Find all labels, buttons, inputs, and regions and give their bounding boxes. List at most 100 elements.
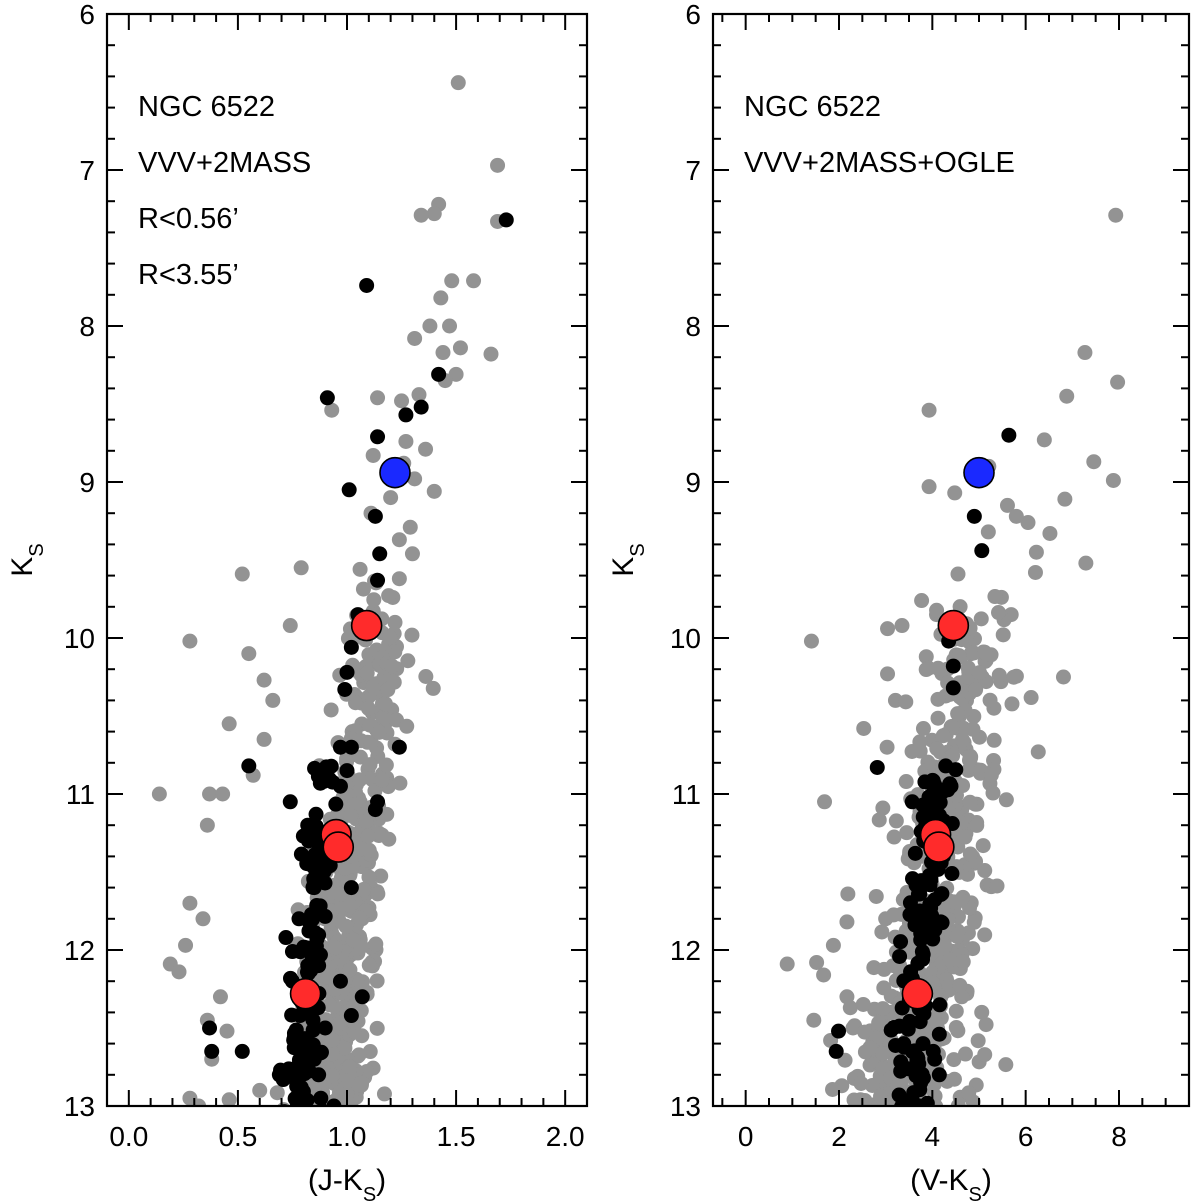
inner-star-point — [925, 772, 941, 788]
field-star-point — [345, 932, 361, 948]
field-star-point — [855, 1128, 870, 1143]
field-star-point — [954, 989, 970, 1005]
field-star-point — [779, 956, 795, 972]
field-star-point — [898, 774, 914, 790]
inner-star-point — [904, 794, 920, 810]
field-star-point — [839, 914, 855, 930]
field-star-point — [398, 433, 414, 449]
inner-star-point — [893, 934, 909, 950]
inner-star-point — [311, 958, 327, 974]
field-star-point — [918, 649, 934, 665]
y-tick-label: 7 — [685, 155, 701, 186]
field-star-point — [332, 886, 348, 902]
inner-star-point — [204, 1043, 220, 1059]
inner-star-point — [367, 802, 383, 818]
inner-star-point — [332, 973, 348, 989]
field-star-point — [378, 757, 394, 773]
field-star-point — [182, 895, 198, 911]
field-star-point — [874, 1128, 889, 1143]
field-star-point — [884, 1115, 899, 1130]
inner-star-point — [306, 1051, 322, 1067]
x-axis-title: (J-KS) — [308, 1164, 386, 1203]
field-star-point — [930, 660, 946, 676]
y-tick-label: 12 — [64, 935, 95, 966]
field-star-point — [312, 1126, 327, 1141]
field-star-point — [279, 1129, 294, 1144]
inner-star-point — [498, 212, 514, 228]
inner-star-point — [885, 1125, 900, 1140]
field-star-point — [855, 996, 871, 1012]
inner-star-point — [413, 399, 429, 415]
field-star-point — [435, 345, 451, 361]
inner-star-point — [891, 1129, 906, 1144]
field-star-point — [355, 581, 371, 597]
inner-star-point — [311, 1067, 327, 1083]
inner-star-point — [974, 543, 990, 559]
field-star-point — [999, 497, 1015, 513]
inner-star-point — [912, 903, 928, 919]
field-star-point — [937, 938, 953, 954]
field-star-point — [974, 1004, 990, 1020]
field-star-point — [312, 1107, 327, 1122]
field-star-point — [1086, 454, 1102, 470]
field-star-point — [898, 1122, 913, 1137]
field-star-point — [1020, 515, 1036, 531]
y-tick-label: 7 — [79, 155, 95, 186]
field-star-point — [871, 812, 887, 828]
field-star-point — [887, 1118, 902, 1133]
y-tick-label: 8 — [685, 311, 701, 342]
inner-star-point — [831, 1023, 847, 1039]
inner-star-point — [911, 1098, 927, 1106]
y-tick-label: 6 — [79, 0, 95, 30]
field-star-point — [369, 1020, 385, 1036]
field-star-point — [342, 1059, 358, 1075]
field-star-point — [930, 691, 946, 707]
field-star-point — [1027, 564, 1043, 580]
inner-star-point — [241, 758, 257, 774]
field-star-point — [900, 1117, 915, 1132]
field-star-point — [324, 1032, 340, 1048]
field-star-point — [219, 1023, 235, 1039]
field-star-point — [995, 627, 1011, 643]
field-star-point — [297, 1122, 312, 1137]
tick-marks — [106, 13, 588, 1107]
field-star-point — [221, 716, 237, 732]
inner-star-point — [286, 1032, 302, 1048]
inner-star-point — [888, 1037, 904, 1053]
field-star-point — [269, 1127, 284, 1142]
field-star-point — [945, 1123, 960, 1138]
x-tick-label: 8 — [1111, 1121, 1127, 1152]
field-star-point — [306, 1120, 321, 1135]
field-star-point — [886, 829, 902, 845]
field-star-point — [1057, 491, 1073, 507]
inner-star-point — [317, 1020, 333, 1036]
field-star-point — [337, 860, 353, 876]
field-star-point — [855, 1108, 870, 1123]
field-star-point — [365, 447, 381, 463]
inner-star-point — [914, 925, 930, 941]
field-star-point — [234, 566, 250, 582]
red-star-marker — [289, 977, 322, 1010]
field-star-point — [300, 1115, 315, 1130]
field-star-point — [373, 868, 389, 884]
field-star-point — [1078, 555, 1094, 571]
field-star-point — [355, 882, 371, 898]
x-tick-label: 1.5 — [437, 1121, 476, 1152]
field-star-point — [1055, 669, 1071, 685]
field-star-point — [902, 1111, 917, 1126]
field-star-point — [879, 739, 895, 755]
field-star-point — [962, 794, 978, 810]
field-star-point — [876, 980, 892, 996]
field-star-point — [958, 1129, 973, 1144]
inner-star-point — [319, 390, 335, 406]
field-star-point — [946, 1052, 962, 1068]
field-star-point — [269, 1085, 285, 1101]
field-star-point — [490, 157, 506, 173]
field-star-point — [363, 735, 379, 751]
field-star-point — [308, 1109, 323, 1124]
inner-star-point — [909, 1124, 924, 1139]
y-tick-label: 13 — [64, 1091, 95, 1122]
x-tick-label: 4 — [925, 1121, 941, 1152]
inner-star-point — [1001, 427, 1017, 443]
inner-star-point — [291, 911, 307, 927]
